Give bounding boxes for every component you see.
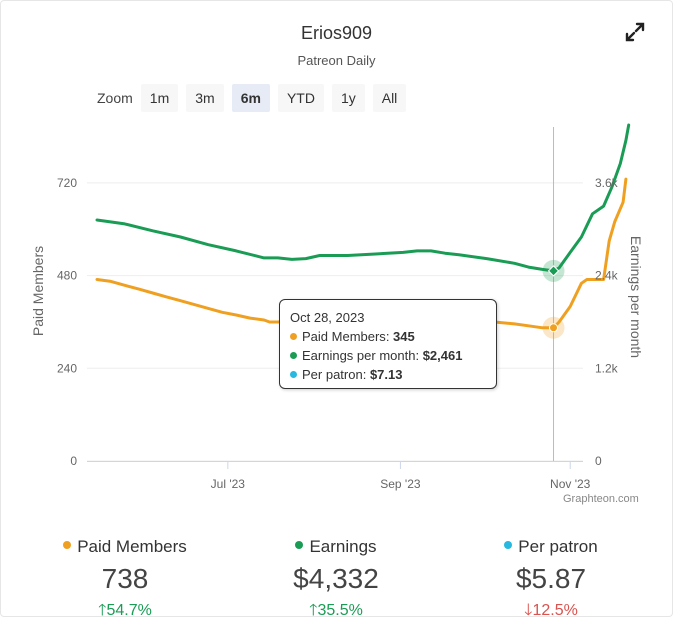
stat-value: 738 bbox=[101, 563, 149, 594]
stat-earnings: Earnings $4,332 🡑35.5% bbox=[236, 537, 436, 626]
y-left-axis-title: Paid Members bbox=[30, 246, 46, 336]
arrow-up-icon: 🡑 bbox=[98, 602, 107, 619]
zoom-3m-button[interactable]: 3m bbox=[186, 84, 224, 112]
chart-title: Erios909 bbox=[300, 23, 373, 43]
marker-earnings bbox=[547, 265, 560, 277]
stat-label: Per patron bbox=[518, 537, 598, 556]
fullscreen-icon[interactable] bbox=[624, 21, 646, 43]
zoom-label: Zoom bbox=[97, 90, 133, 106]
dot-icon bbox=[290, 333, 297, 340]
stat-change: 🡓12.5% bbox=[524, 602, 578, 619]
chart-subtitle: Patreon Daily bbox=[297, 53, 376, 68]
marker-members bbox=[549, 323, 559, 333]
tooltip-value: $2,461 bbox=[422, 348, 463, 363]
tooltip-row-members: Paid Members: 345 bbox=[290, 327, 486, 346]
stat-change: 🡑54.7% bbox=[98, 602, 152, 619]
y-right-tick-label: 2.4k bbox=[595, 269, 619, 283]
y-left-tick-label: 720 bbox=[57, 176, 77, 190]
stat-value: $5.87 bbox=[515, 563, 587, 594]
tooltip-label: Paid Members bbox=[302, 329, 386, 344]
y-left-tick-label: 240 bbox=[57, 361, 77, 375]
dot-icon bbox=[295, 541, 304, 549]
tooltip-label: Per patron bbox=[302, 367, 363, 382]
stat-change: 🡑35.5% bbox=[309, 602, 363, 619]
arrow-down-icon: 🡓 bbox=[524, 602, 533, 619]
tooltip-value: 345 bbox=[393, 329, 415, 344]
tooltip: Oct 28, 2023 Paid Members: 345 Earnings … bbox=[279, 299, 497, 389]
y-right-axis-title: Earnings per month bbox=[628, 236, 644, 358]
x-tick-label: Nov '23 bbox=[550, 477, 591, 491]
series-line-earnings bbox=[95, 123, 631, 273]
zoom-all-button[interactable]: All bbox=[372, 84, 407, 112]
tooltip-row-per-patron: Per patron: $7.13 bbox=[290, 365, 486, 384]
y-right-tick-label: 0 bbox=[595, 454, 602, 468]
zoom-1m-button[interactable]: 1m bbox=[140, 84, 179, 112]
stat-paid-members: Paid Members 738 🡑54.7% bbox=[25, 537, 225, 626]
zoom-1y-button[interactable]: 1y bbox=[331, 84, 365, 112]
x-tick-label: Sep '23 bbox=[380, 477, 421, 491]
y-left-tick-label: 0 bbox=[70, 454, 77, 468]
x-tick-label: Jul '23 bbox=[211, 477, 246, 491]
dot-icon bbox=[504, 541, 513, 549]
stat-label: Paid Members bbox=[77, 537, 187, 556]
y-left-tick-label: 480 bbox=[57, 269, 77, 283]
stat-value: $4,332 bbox=[293, 563, 379, 594]
y-right-tick-label: 1.2k bbox=[595, 361, 619, 375]
tooltip-row-earnings: Earnings per month: $2,461 bbox=[290, 346, 486, 365]
tooltip-date: Oct 28, 2023 bbox=[290, 310, 365, 325]
y-right-tick-label: 3.6k bbox=[595, 176, 619, 190]
credit-link[interactable]: Graphteon.com bbox=[563, 493, 639, 505]
dot-icon bbox=[63, 541, 72, 549]
zoom-6m-button[interactable]: 6m bbox=[231, 84, 270, 112]
stat-per-patron: Per patron $5.87 🡓12.5% bbox=[451, 537, 651, 626]
zoom-bar: Zoom 1m 3m 6m YTD 1y All bbox=[97, 84, 414, 112]
stat-label: Earnings bbox=[309, 537, 377, 556]
dot-icon bbox=[290, 371, 297, 378]
arrow-up-icon: 🡑 bbox=[309, 602, 318, 619]
tooltip-value: $7.13 bbox=[369, 367, 403, 382]
dot-icon bbox=[290, 352, 297, 359]
tooltip-label: Earnings per month bbox=[302, 348, 416, 363]
zoom-ytd-button[interactable]: YTD bbox=[277, 84, 324, 112]
